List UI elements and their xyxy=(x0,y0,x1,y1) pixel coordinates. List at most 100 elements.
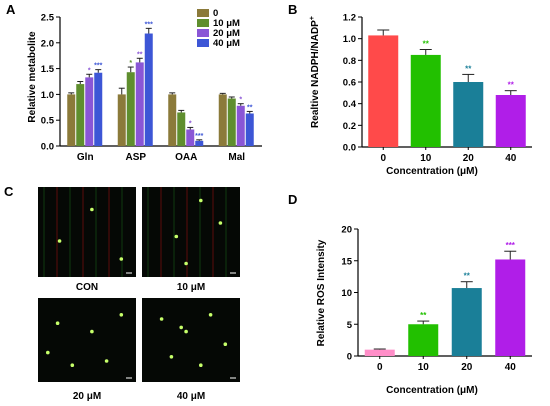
panel-a-legend-label: 0 xyxy=(213,8,218,19)
micrograph-tile xyxy=(38,298,136,382)
panel-b-significance: ** xyxy=(465,64,472,73)
panel-a-significance: ** xyxy=(247,104,253,111)
panel-a-significance: * xyxy=(88,67,91,74)
panel-letter-b: B xyxy=(288,2,297,17)
panel-d-xtick-label: 40 xyxy=(505,362,517,373)
panel-a-bar xyxy=(85,77,94,146)
fluorescent-cell xyxy=(70,363,75,368)
panel-d-bar xyxy=(451,288,482,356)
panel-a-chart: Relative metabolite 0.0 0.5 1.0 1.5 2.0 2.5 *… xyxy=(27,8,262,163)
panel-d-significance: *** xyxy=(506,241,516,250)
panel-a-bar xyxy=(186,129,195,146)
panel-d-ytick-label: 5 xyxy=(347,320,353,331)
panel-a-legend-label: 40 μM xyxy=(213,38,240,49)
panel-b-bars: 0 ** 10 ** 20 ** 40 xyxy=(368,29,526,164)
panel-letter-a: A xyxy=(6,2,16,17)
panel-b-ytick-label: 0.2 xyxy=(343,121,356,132)
panel-a-significance: ** xyxy=(137,51,143,58)
panel-b-xtick-label: 20 xyxy=(463,153,475,164)
panel-d-ytick-label: 10 xyxy=(341,288,352,299)
panel-b-ytick-label: 0.8 xyxy=(343,56,356,67)
fluorescent-cell xyxy=(218,221,223,225)
panel-b-bar xyxy=(410,54,441,147)
panel-a-ytick-label: 2.0 xyxy=(41,38,54,49)
panel-a-significance: * xyxy=(129,60,132,67)
fluorescent-cell xyxy=(159,317,164,321)
panel-d-significance: ** xyxy=(420,311,427,320)
panel-a-significance: * xyxy=(189,120,192,127)
panel-a-bar xyxy=(227,98,236,146)
panel-b-bar xyxy=(368,35,399,147)
panel-b-ytick-label: 0.6 xyxy=(343,78,356,89)
panel-a-significance: *** xyxy=(145,21,153,28)
panel-a-category-label: Gln xyxy=(77,152,94,163)
panel-a-bar xyxy=(67,94,76,146)
panel-a-category-label: ASP xyxy=(125,152,146,163)
panel-a-legend-label: 20 μM xyxy=(213,28,240,39)
panel-a-bar xyxy=(195,140,204,146)
panel-b-xtick-label: 0 xyxy=(380,153,386,164)
panel-b-bar xyxy=(495,95,526,147)
fluorescent-cell xyxy=(174,234,179,239)
panel-a-bar xyxy=(126,72,135,146)
fluorescent-cell xyxy=(119,257,124,261)
panel-d-ylabel: Relative ROS Intensity xyxy=(316,239,327,346)
panel-a-bars: ****Gln******ASP****OAA***Mal xyxy=(67,21,254,163)
panel-a-bar xyxy=(245,113,254,146)
panel-a-ytick-label: 1.5 xyxy=(41,64,55,75)
panel-a-bar xyxy=(94,72,103,146)
panel-b-chart: Realtive NADPH/NADP+ Concentration (μM) … xyxy=(309,13,532,177)
panel-b-ylabel: Realtive NADPH/NADP+ xyxy=(309,16,321,128)
panel-letter-d: D xyxy=(288,192,297,207)
panel-a-bar xyxy=(76,84,85,146)
panel-c-micrographs: CON 10 μM 20 μM 40 μM xyxy=(38,187,240,402)
panel-b-xtick-label: 40 xyxy=(505,153,517,164)
fluorescent-cell xyxy=(57,239,62,243)
panel-a-category-label: Mal xyxy=(228,152,245,163)
fluorescent-cell xyxy=(119,313,124,317)
panel-a-ytick-label: 0.5 xyxy=(41,116,55,127)
panel-a-bar xyxy=(177,112,186,146)
panel-a-significance: *** xyxy=(195,133,203,140)
panel-d-significance: ** xyxy=(464,272,471,281)
panel-b-ytick-label: 0.4 xyxy=(343,99,357,110)
panel-a-bar xyxy=(144,33,153,146)
panel-a-legend-label: 10 μM xyxy=(213,18,240,29)
fluorescent-cell xyxy=(179,325,183,330)
micrograph-caption: CON xyxy=(76,282,98,293)
panel-a-ytick-label: 2.5 xyxy=(41,13,55,24)
panel-a-legend-swatch xyxy=(197,39,209,47)
panel-a-significance: * xyxy=(239,97,242,104)
panel-a-significance: *** xyxy=(94,63,102,70)
panel-d-chart: Relative ROS Intensity Concentration (μM… xyxy=(316,225,532,396)
panel-d-ytick-label: 15 xyxy=(341,256,352,267)
fluorescent-cell xyxy=(208,313,213,317)
panel-b-significance: ** xyxy=(508,81,515,90)
panel-d-xlabel: Concentration (μM) xyxy=(386,385,478,396)
fluorescent-cell xyxy=(104,359,109,363)
panel-d-bar xyxy=(408,324,439,356)
panel-b-xlabel: Concentration (μM) xyxy=(386,166,478,177)
fluorescent-cell xyxy=(223,342,228,347)
fluorescent-cell xyxy=(184,261,188,266)
panel-a-bar xyxy=(168,94,177,146)
fluorescent-cell xyxy=(90,207,94,212)
panel-d-xtick-label: 10 xyxy=(418,362,430,373)
panel-d-bars: 0 ** 10 ** 20 *** 40 xyxy=(364,241,526,373)
panel-b-ytick-label: 0.0 xyxy=(343,143,356,154)
panel-a-legend-swatch xyxy=(197,29,209,37)
panel-letter-c: C xyxy=(4,184,14,199)
panel-b-ytick-label: 1.2 xyxy=(343,13,356,24)
panel-a-legend-swatch xyxy=(197,9,209,17)
panel-a-category-label: OAA xyxy=(175,152,197,163)
panel-d-bar xyxy=(495,259,526,356)
panel-a-legend-swatch xyxy=(197,19,209,27)
panel-b-significance: ** xyxy=(423,40,430,49)
panel-a-ytick-label: 0.0 xyxy=(41,142,54,153)
fluorescent-cell xyxy=(46,350,50,355)
panel-b-xtick-label: 10 xyxy=(420,153,432,164)
panel-a-ylabel: Relative metabolite xyxy=(27,31,38,123)
fluorescent-cell xyxy=(184,329,188,334)
panel-b-ytick-label: 1.0 xyxy=(343,34,356,45)
